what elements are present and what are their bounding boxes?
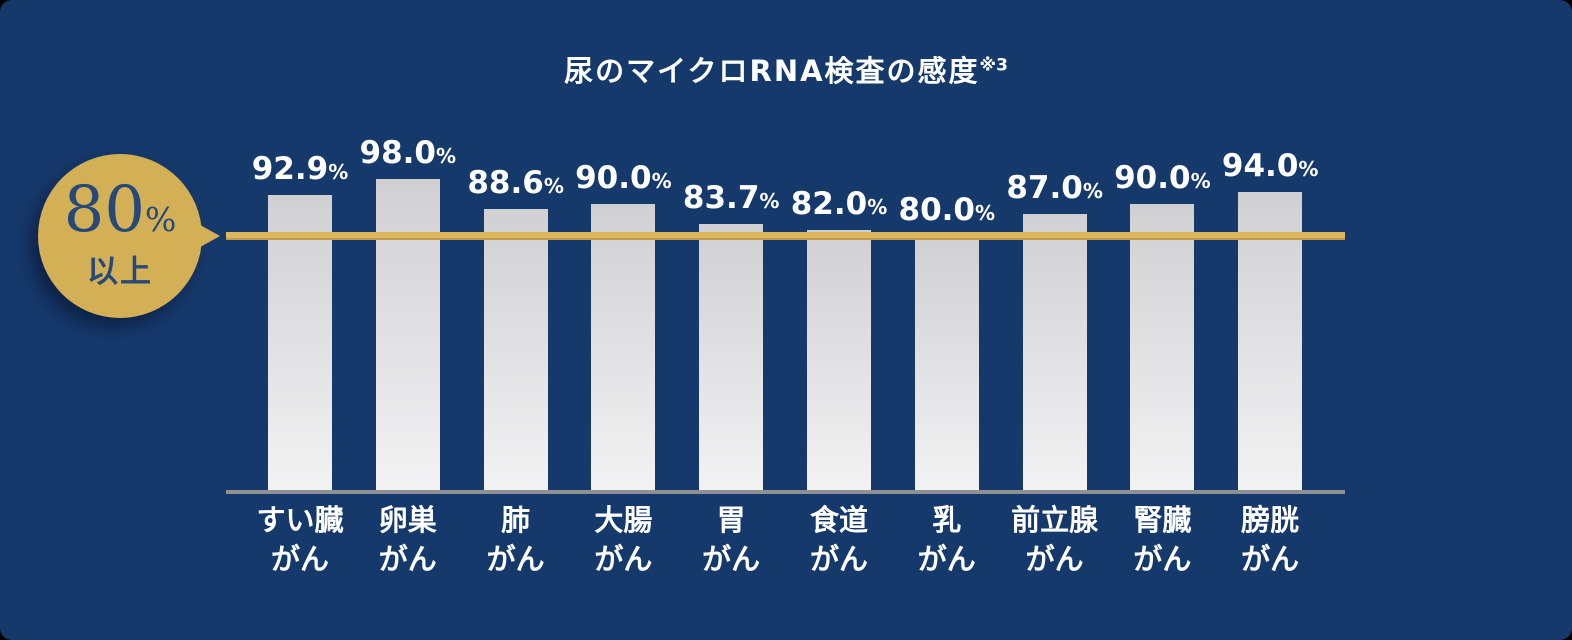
bar [375,178,440,490]
threshold-value: 80 [63,173,146,247]
bar-value-label: 90.0% [553,160,693,199]
bar [1022,213,1087,490]
bar-value-unit: % [867,194,888,219]
bar [268,195,332,490]
bar-value-unit: % [543,173,564,198]
bar-category-label: 膀胱 がん [1241,503,1300,576]
bar [699,224,764,490]
bar-value-unit: % [975,201,996,225]
bar [1130,204,1195,490]
chart-title: 尿のマイクロRNA検査の感度※3 [0,48,1572,90]
bar-value-unit: % [1082,178,1103,203]
bar-value-label: 92.9% [230,151,370,190]
bar-category-label: 食道 がん [809,503,868,576]
bar-category-label: 卵巣 がん [378,503,437,576]
bar [591,204,656,490]
bar-value-label: 88.6% [446,165,586,204]
bar-value-label: 83.7% [661,180,801,219]
bar-value-number: 94.0 [1221,147,1299,184]
bar-value-label: 94.0% [1200,148,1340,187]
threshold-line [226,232,1345,240]
bar [1238,191,1303,490]
bar-value-unit: % [651,169,672,194]
x-axis-line [226,490,1345,494]
bar-category-label: 乳 がん [917,503,976,576]
bar-value-number: 92.9 [251,151,329,188]
bar-value-number: 90.0 [1114,160,1191,197]
bar-category-label: 肺 がん [486,503,545,576]
threshold-badge: 80% 以上 [38,154,202,318]
chart-title-text: 尿のマイクロRNA検査の感度 [564,54,980,88]
bar [807,229,871,490]
bar-value-label: 80.0% [877,192,1017,231]
threshold-badge-pointer-icon [193,221,220,251]
threshold-badge-value-line: 80% [64,178,177,254]
bar-value-unit: % [436,143,457,168]
bar-category-label: 胃 がん [702,503,761,576]
bar-value-number: 83.7 [682,180,760,217]
bar-category-label: 腎臓 がん [1133,503,1192,576]
bar-value-number: 98.0 [359,134,437,171]
bar-value-unit: % [759,189,780,214]
bar-value-label: 90.0% [1092,160,1232,199]
bar-value-unit: % [1190,169,1211,194]
bar-value-unit: % [1298,156,1319,181]
bar-value-label: 98.0% [338,135,478,174]
bar [483,208,548,490]
bar-value-number: 82.0 [790,185,868,222]
chart-title-footnote-marker: ※3 [979,55,1008,76]
bar-value-number: 90.0 [575,160,652,197]
bar-value-number: 80.0 [898,192,976,228]
bar-value-unit: % [328,160,349,185]
bar-value-label: 87.0% [985,170,1125,209]
bar-value-label: 82.0% [769,186,909,225]
threshold-unit: % [145,200,177,239]
bar-category-label: 大腸 がん [594,503,653,576]
bar-category-label: 前立腺 がん [1011,503,1099,576]
threshold-suffix: 以上 [87,254,153,290]
bar [914,236,979,490]
bar-value-number: 87.0 [1006,169,1083,206]
bar-value-number: 88.6 [467,164,544,201]
bar-category-label: すい臓 がん [256,503,344,576]
